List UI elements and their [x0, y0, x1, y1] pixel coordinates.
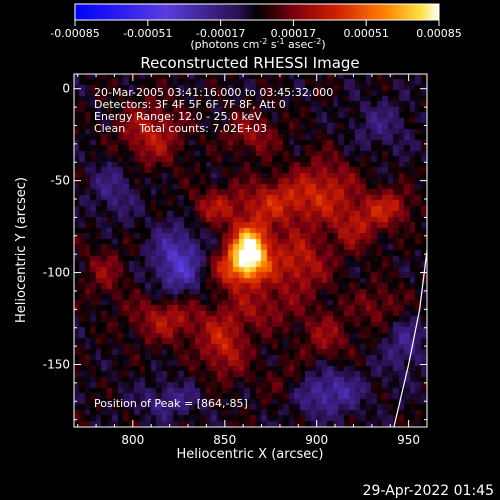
peak-position-label: Position of Peak = [864,-85] — [94, 397, 248, 410]
x-tick-label: 800 — [121, 433, 144, 447]
colorbar-tick-label: 0.00051 — [343, 27, 389, 40]
clean-counts-label: Clean Total counts: 7.02E+03 — [94, 122, 267, 135]
y-tick-label: -50 — [50, 174, 70, 188]
y-axis-ticks: 0 -50 -100 -150 — [43, 82, 427, 421]
observation-info: 20-Mar-2005 03:41:16.000 to 03:45:32.000… — [94, 86, 333, 135]
y-axis-label: Heliocentric Y (arcsec) — [14, 177, 29, 323]
colorbar-tick-label: -0.00051 — [123, 27, 172, 40]
heatmap-image — [74, 74, 428, 428]
y-tick-label: -150 — [43, 357, 70, 371]
colorbar-unit-label: (photons cm-2 s-1 asec-2) — [190, 37, 325, 51]
colorbar-tick-label: -0.00085 — [50, 27, 99, 40]
x-tick-label: 850 — [213, 433, 236, 447]
colorbar-tick-label: 0.00085 — [416, 27, 462, 40]
timestamp-label: 29-Apr-2022 01:45 — [363, 483, 494, 499]
colorbar-tick-label: -0.00017 — [196, 27, 245, 40]
colorbar: -0.00085 -0.00051 -0.00017 0.00017 0.00051 0.… — [50, 3, 462, 51]
x-axis-ticks: 800 850 900 950 — [77, 74, 428, 447]
solar-limb-curve — [393, 250, 428, 428]
y-tick-label: 0 — [62, 82, 70, 96]
colorbar-tick-marks — [74, 20, 440, 26]
y-tick-label: -100 — [43, 266, 70, 280]
colorbar-tick-labels: -0.00085 -0.00051 -0.00017 0.00017 0.00051 0.… — [50, 27, 461, 40]
colorbar-tick-label: 0.00017 — [271, 27, 317, 40]
heatmap-canvas — [74, 74, 427, 427]
energy-range-label: Energy Range: 12.0 - 25.0 keV — [94, 110, 262, 123]
detectors-label: Detectors: 3F 4F 5F 6F 7F 8F, Att 0 — [94, 98, 286, 111]
chart-title: Reconstructed RHESSI Image — [140, 54, 359, 72]
colorbar-gradient — [74, 3, 440, 21]
x-tick-label: 950 — [397, 433, 420, 447]
x-axis-label: Heliocentric X (arcsec) — [177, 447, 324, 462]
plot-frame — [73, 73, 428, 428]
x-tick-label: 900 — [305, 433, 328, 447]
time-range-label: 20-Mar-2005 03:41:16.000 to 03:45:32.000 — [94, 86, 333, 99]
